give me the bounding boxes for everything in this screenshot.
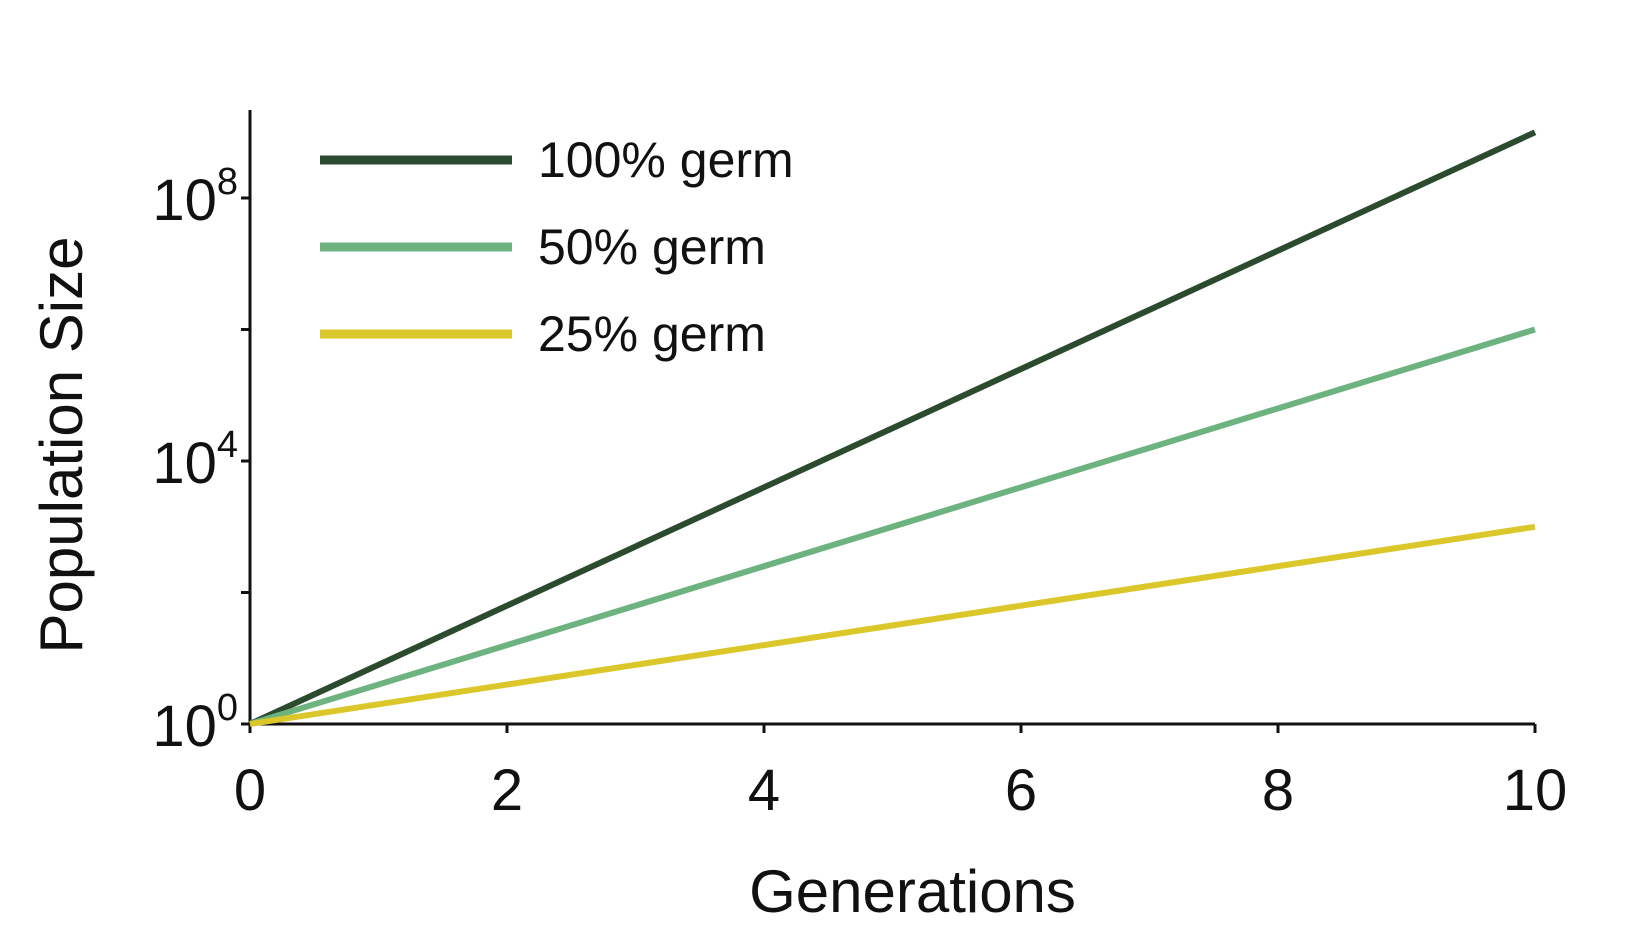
y-tick-label: 104 bbox=[152, 424, 238, 496]
series-line-1 bbox=[248, 129, 1537, 727]
y-axis-title: Population Size bbox=[28, 237, 95, 654]
axes bbox=[248, 110, 1535, 726]
series-line-2 bbox=[249, 326, 1536, 727]
series-lines bbox=[248, 129, 1537, 727]
legend-label: 25% germ bbox=[538, 306, 766, 362]
x-axis-title: Generations bbox=[749, 858, 1076, 925]
ticks: 0 2 4 6 8 10 100 104 108 bbox=[152, 161, 1567, 823]
x-tick-label: 6 bbox=[1005, 758, 1037, 823]
x-tick-label: 4 bbox=[748, 758, 780, 823]
x-tick-label: 8 bbox=[1262, 758, 1294, 823]
legend-label: 100% germ bbox=[538, 132, 794, 188]
series-line-3 bbox=[249, 523, 1536, 727]
y-tick-label: 100 bbox=[152, 687, 238, 759]
x-tick-label: 2 bbox=[491, 758, 523, 823]
x-tick-label: 10 bbox=[1503, 758, 1568, 823]
legend: 100% germ 50% germ 25% germ bbox=[320, 132, 794, 362]
legend-label: 50% germ bbox=[538, 219, 766, 275]
y-tick-label: 108 bbox=[152, 161, 238, 233]
x-tick-label: 0 bbox=[234, 758, 266, 823]
